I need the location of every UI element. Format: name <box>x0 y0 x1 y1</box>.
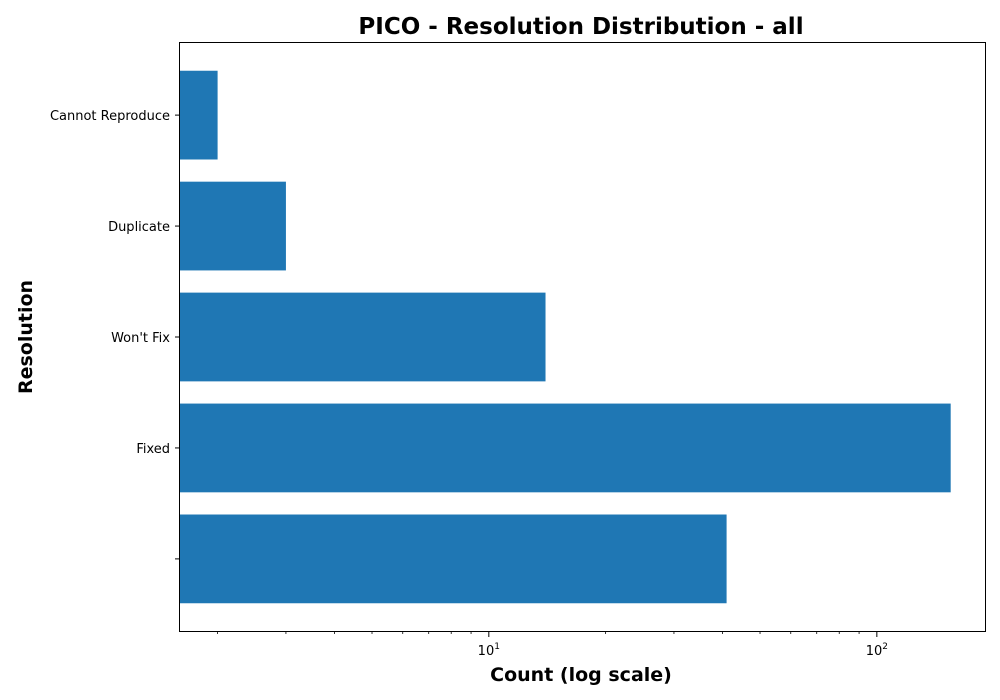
y-tick-label: Duplicate <box>108 220 170 235</box>
bar <box>180 181 286 271</box>
chart-title: PICO - Resolution Distribution - all <box>358 14 803 40</box>
y-axis-label: Resolution <box>15 280 37 394</box>
bar <box>180 70 218 160</box>
x-axis-label: Count (log scale) <box>490 664 672 686</box>
bar <box>180 292 546 382</box>
bar <box>180 514 727 604</box>
bar <box>180 403 951 493</box>
y-tick-label: Won't Fix <box>111 331 170 346</box>
ticks-layer: Fixed Won't Fix Duplicate Cannot Reproduce 1… <box>50 109 888 659</box>
y-tick-label: Cannot Reproduce <box>50 109 170 124</box>
bars-layer <box>180 70 951 604</box>
x-tick-label: 101 <box>478 642 500 659</box>
y-tick-label: Fixed <box>136 442 170 457</box>
x-tick-label: 102 <box>866 642 888 659</box>
plot-frame <box>179 42 986 632</box>
